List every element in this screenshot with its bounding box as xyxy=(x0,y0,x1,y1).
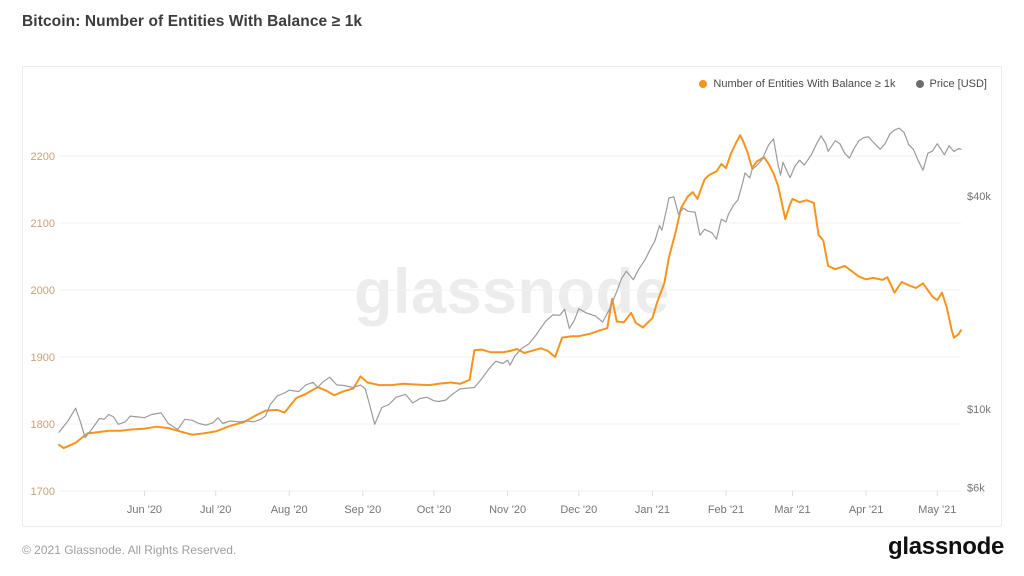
glassnode-logo: glassnode xyxy=(888,533,1004,560)
x-axis-tick-label: Oct '20 xyxy=(417,504,452,516)
left-axis-tick-label: 1900 xyxy=(31,352,55,364)
x-axis-tick-label: Dec '20 xyxy=(560,504,597,516)
left-axis-tick-label: 2000 xyxy=(31,285,55,297)
price-legend-dot-icon xyxy=(915,80,924,88)
right-axis-tick-label: $40k xyxy=(967,191,991,203)
entities-legend-dot-icon xyxy=(699,80,708,88)
left-axis-tick-label: 1800 xyxy=(31,419,55,431)
legend-label-price: Price [USD] xyxy=(929,78,987,90)
x-axis-tick-label: Jul '20 xyxy=(200,504,231,516)
footer-copyright: © 2021 Glassnode. All Rights Reserved. xyxy=(22,543,237,557)
right-axis-tick-label: $10k xyxy=(967,404,991,416)
legend-item-price[interactable]: Price [USD] xyxy=(915,78,987,90)
chart-legend: Number of Entities With Balance ≥ 1k Pri… xyxy=(699,78,987,90)
x-axis-tick-label: Mar '21 xyxy=(774,504,810,516)
right-axis-tick-label: $6k xyxy=(967,483,985,495)
chart-card: glassnode Number of Entities With Balanc… xyxy=(22,66,1002,527)
x-axis-tick-label: Apr '21 xyxy=(849,504,884,516)
left-axis-tick-label: 2200 xyxy=(31,151,55,163)
x-axis-tick-label: Sep '20 xyxy=(344,504,381,516)
left-axis-tick-label: 2100 xyxy=(31,218,55,230)
price-line[interactable] xyxy=(58,127,962,439)
entities-line[interactable] xyxy=(58,134,962,450)
legend-label-entities: Number of Entities With Balance ≥ 1k xyxy=(713,78,896,90)
left-axis-tick-label: 1700 xyxy=(31,486,55,498)
x-axis-tick-label: Jun '20 xyxy=(127,504,162,516)
x-axis-tick-label: Nov '20 xyxy=(489,504,526,516)
x-axis-tick-label: May '21 xyxy=(918,504,956,516)
legend-item-entities[interactable]: Number of Entities With Balance ≥ 1k xyxy=(699,78,896,90)
x-axis-tick-label: Jan '21 xyxy=(635,504,670,516)
chart-plot[interactable]: 2200 2100 2000 1900 1800 1700 $40k $10k $6k Jun '… xyxy=(23,67,1001,526)
page-title: Bitcoin: Number of Entities With Balance… xyxy=(22,13,363,30)
x-axis-tick-label: Feb '21 xyxy=(708,504,744,516)
x-axis-tick-label: Aug '20 xyxy=(271,504,308,516)
